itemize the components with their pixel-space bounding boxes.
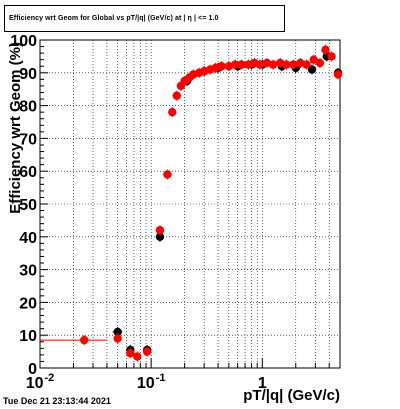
data-point (268, 60, 278, 69)
data-point (142, 347, 152, 356)
data-point (80, 335, 89, 345)
y-tick-label: 60 (19, 164, 37, 181)
y-tick-label: 10 (19, 328, 37, 345)
timestamp: Tue Dec 21 23:13:44 2021 (3, 396, 111, 406)
data-point (321, 45, 330, 55)
data-point (155, 226, 165, 235)
y-tick-label: 30 (19, 263, 37, 280)
data-point (333, 70, 343, 79)
data-point (255, 60, 265, 69)
x-tick-label: 10-1 (137, 372, 166, 392)
y-tick-label: 80 (19, 99, 37, 116)
y-tick-label: 90 (19, 66, 37, 83)
y-tick-label: 0 (28, 361, 37, 378)
data-point (282, 60, 291, 69)
data-point (163, 170, 172, 179)
x-tick-label: 10-2 (26, 372, 55, 392)
data-point (217, 62, 226, 71)
x-tick-exponent: -1 (156, 372, 166, 384)
x-tick-label: 1 (258, 375, 267, 392)
data-point (126, 349, 135, 358)
y-tick-label: 70 (19, 131, 37, 148)
data-point (289, 60, 298, 69)
data-point (230, 60, 240, 69)
y-tick-label: 50 (19, 197, 37, 214)
x-axis-label: pT/|q| (GeV/c) (243, 387, 340, 404)
y-axis-label: Efficiency wrt Geom (%) (7, 42, 24, 214)
x-tick-exponent: -2 (45, 372, 55, 384)
data-point (302, 60, 311, 69)
series-1 (40, 44, 343, 362)
data-point (113, 327, 122, 337)
data-point (155, 232, 165, 241)
y-tick-label: 100 (10, 33, 37, 50)
data-point (172, 91, 181, 100)
chart-title-box: Efficiency wrt Geom for Global vs pT/|q|… (4, 5, 285, 32)
series-0 (112, 51, 343, 355)
data-point (315, 58, 325, 68)
data-point (224, 62, 234, 71)
data-series (40, 44, 343, 362)
y-tick-label: 40 (19, 230, 37, 247)
data-point (327, 52, 336, 61)
y-tick-label: 20 (19, 295, 37, 312)
grid-lines (39, 39, 341, 369)
chart-title: Efficiency wrt Geom for Global vs pT/|q|… (9, 15, 219, 22)
data-point (168, 107, 177, 117)
data-point (113, 334, 122, 343)
data-point (307, 65, 317, 74)
axis-ticks: 0 10 20 30 40 50 60 70 80 90 100 10-2 10-1 1 (10, 33, 341, 392)
axis-labels: pT/|q| (GeV/c) Efficiency wrt Geom (%) (7, 42, 340, 404)
data-point (237, 60, 246, 69)
data-point (309, 55, 318, 64)
data-point (133, 352, 142, 361)
